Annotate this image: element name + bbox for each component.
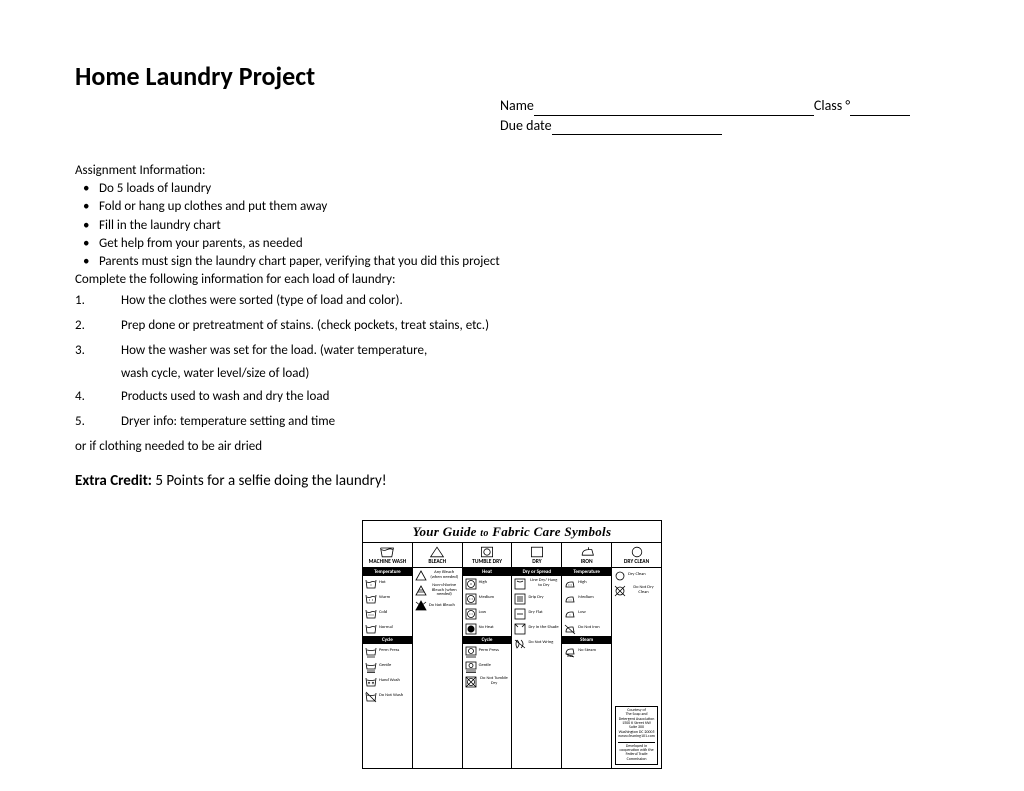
header-tumble: TUMBLE DRY [463, 543, 513, 568]
col-dry: Dry or Spread Line Dry/ Hang to Dry Drip… [512, 568, 562, 768]
fabric-care-chart-wrap: Your Guide to Fabric Care Symbols MACHIN… [75, 520, 949, 770]
wash-icon [379, 545, 395, 559]
numbered-item: 1.How the clothes were sorted (type of l… [75, 293, 949, 310]
bullet-item: Parents must sign the laundry chart pape… [75, 253, 949, 271]
bullet-item: Fold or hang up clothes and put them awa… [75, 198, 949, 216]
header-fields: Name Class ° Due date [500, 96, 949, 135]
tumble-icon [479, 545, 495, 559]
numbered-item: 5.Dryer info: temperature setting and ti… [75, 414, 949, 431]
or-line: or if clothing needed to be air dried [75, 439, 949, 454]
numbered-item: 4.Products used to wash and dry the load [75, 389, 949, 406]
numbered-list-2: 4.Products used to wash and dry the load… [75, 389, 949, 431]
credit-box: Courtesy of The Soap and Detergent Assoc… [615, 706, 658, 765]
col-bleach: Any Bleach (when needed) Non-chlorine Bl… [413, 568, 463, 768]
col-wash: Temperature Hot Warm Cold Normal Cycle P… [363, 568, 413, 768]
extra-credit-text: 5 Points for a selfie doing the laundry! [152, 472, 387, 490]
header-dry: DRY [512, 543, 562, 568]
assignment-label: Assignment Information: [75, 163, 949, 178]
page-title: Home Laundry Project [75, 60, 949, 92]
header-iron: IRON [562, 543, 612, 568]
class-label: Class ° [814, 97, 850, 114]
header-wash: MACHINE WASH [363, 543, 413, 568]
col-dryclean: Dry Clean Do Not Dry Clean Courtesy of T… [612, 568, 661, 768]
iron-icon [579, 545, 595, 559]
dry-icon [529, 545, 545, 559]
complete-line: Complete the following information for e… [75, 272, 949, 287]
header-dryclean: DRY CLEAN [612, 543, 661, 568]
extra-credit: Extra Credit: 5 Points for a selfie doin… [75, 472, 949, 490]
dryclean-icon [629, 545, 645, 559]
name-blank [534, 102, 814, 116]
header-bleach: BLEACH [413, 543, 463, 568]
class-blank [850, 102, 910, 116]
name-label: Name [500, 97, 534, 114]
fabric-care-chart: Your Guide to Fabric Care Symbols MACHIN… [362, 520, 662, 770]
assignment-bullets: Do 5 loads of laundry Fold or hang up cl… [75, 180, 949, 271]
numbered-list: 1.How the clothes were sorted (type of l… [75, 293, 949, 360]
col-tumble: Heat High Medium Low No Heat Cycle Perm … [463, 568, 513, 768]
bleach-icon [429, 545, 445, 559]
due-blank [552, 121, 722, 135]
chart-header-row: MACHINE WASH BLEACH TUMBLE DRY DRY IRON … [363, 542, 661, 569]
chart-body: Temperature Hot Warm Cold Normal Cycle P… [363, 568, 661, 768]
extra-credit-label: Extra Credit: [75, 472, 152, 490]
numbered-sub: wash cycle, water level/size of load) [75, 366, 949, 381]
numbered-item: 2.Prep done or pretreatment of stains. (… [75, 318, 949, 335]
numbered-item: 3.How the washer was set for the load. (… [75, 343, 949, 360]
due-label: Due date [500, 117, 552, 134]
chart-title: Your Guide to Fabric Care Symbols [363, 521, 661, 542]
bullet-item: Fill in the laundry chart [75, 217, 949, 235]
col-iron: Temperature High Medium Low Do Not Iron … [562, 568, 612, 768]
bullet-item: Get help from your parents, as needed [75, 235, 949, 253]
bullet-item: Do 5 loads of laundry [75, 180, 949, 198]
